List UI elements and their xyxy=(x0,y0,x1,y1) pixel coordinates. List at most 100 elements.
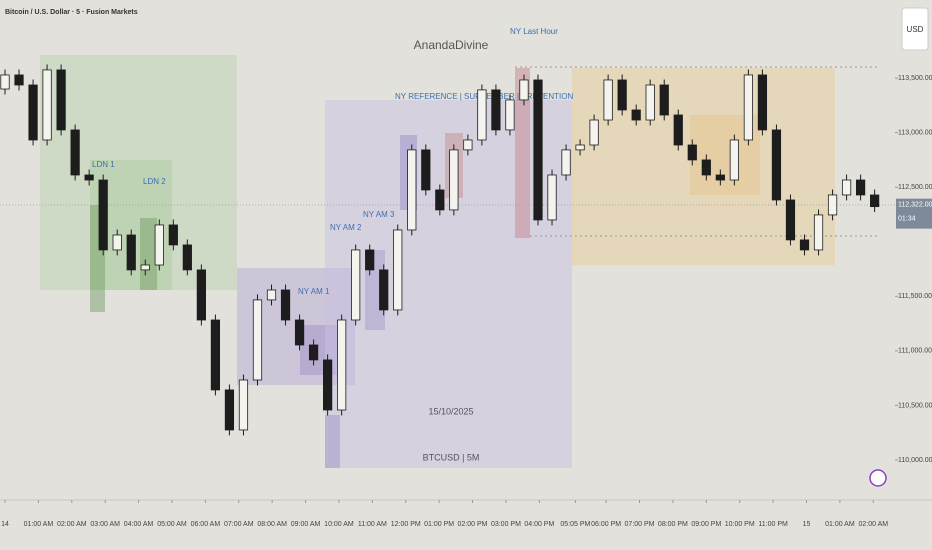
x-tick-label: 02:00 PM xyxy=(458,521,488,528)
x-tick-label: 12:00 PM xyxy=(391,521,421,528)
session-label: LDN 2 xyxy=(143,177,166,186)
candle-body xyxy=(294,319,305,346)
candle-body xyxy=(673,114,683,146)
candle-body xyxy=(687,144,697,161)
x-tick-label: 07:00 AM xyxy=(224,521,254,528)
x-tick-label: 10:00 PM xyxy=(725,521,755,528)
logo[interactable] xyxy=(869,469,887,487)
candle-body xyxy=(407,149,417,231)
candle-body xyxy=(28,84,38,141)
candle-body xyxy=(659,84,669,116)
x-tick-label: 01:00 AM xyxy=(24,521,54,528)
candle-body xyxy=(351,249,361,321)
x-tick-label: 10:00 AM xyxy=(324,521,354,528)
currency-button-label[interactable]: USD xyxy=(907,25,924,34)
y-tick-label: 113,500.00 xyxy=(898,75,932,82)
x-tick-label: 15 xyxy=(803,521,811,528)
x-tick-label: 01:00 AM xyxy=(825,521,855,528)
x-tick-label: 03:00 PM xyxy=(491,521,521,528)
candle-body xyxy=(729,139,739,181)
candle-body xyxy=(799,239,810,251)
candle-body xyxy=(196,269,206,321)
candle-body xyxy=(379,269,389,311)
candle-body xyxy=(365,249,375,271)
candle-body xyxy=(841,179,852,196)
y-tick-label: 112,500.00 xyxy=(898,184,932,191)
x-tick-label: 04:00 AM xyxy=(124,521,154,528)
candle-body xyxy=(323,359,333,411)
x-tick-label: 02:00 AM xyxy=(57,521,87,528)
ny-zone xyxy=(325,100,572,468)
candle-body xyxy=(393,229,403,311)
candle-body xyxy=(505,99,515,131)
candle-body xyxy=(56,69,66,131)
candle-body xyxy=(435,189,445,211)
candle-body xyxy=(547,174,557,221)
x-tick-label: 02:00 AM xyxy=(859,521,889,528)
candle-body xyxy=(42,69,52,141)
x-tick-label: 08:00 AM xyxy=(257,521,287,528)
x-tick-label: 03:00 AM xyxy=(90,521,120,528)
candle-body xyxy=(182,244,192,271)
session-label: NY Last Hour xyxy=(510,27,558,36)
x-tick-label: 08:00 PM xyxy=(658,521,688,528)
session-label: NY AM 3 xyxy=(363,210,395,219)
candle-body xyxy=(210,319,221,391)
candle-body xyxy=(603,79,613,121)
candle-body xyxy=(631,109,641,121)
candle-body xyxy=(140,264,150,271)
price-tag xyxy=(896,198,932,229)
candle-body xyxy=(449,149,459,211)
x-tick-label: 11:00 PM xyxy=(758,521,788,528)
x-tick-label: 07:00 PM xyxy=(625,521,655,528)
candle-body xyxy=(224,389,235,431)
candle-body xyxy=(168,224,178,246)
candle-body xyxy=(280,289,291,321)
candle-body xyxy=(252,299,263,381)
candle-body xyxy=(617,79,627,111)
candle-body xyxy=(463,139,473,151)
session-label: NY AM 1 xyxy=(298,287,330,296)
candle-body xyxy=(491,89,501,131)
candle-body xyxy=(421,149,431,191)
candle-body xyxy=(98,179,108,251)
x-tick-label: 05:00 AM xyxy=(157,521,187,528)
ny-box xyxy=(325,415,340,468)
candle-body xyxy=(84,174,94,181)
x-tick-label: 01:00 PM xyxy=(424,521,454,528)
candle-body xyxy=(112,234,122,251)
y-tick-label: 111,000.00 xyxy=(898,348,932,355)
candle-body xyxy=(337,319,347,411)
x-tick-label: 11:00 AM xyxy=(358,521,387,528)
london-box xyxy=(140,218,157,290)
candle-body xyxy=(701,159,711,176)
date-label: 15/10/2025 xyxy=(428,406,473,416)
candle-body xyxy=(477,89,487,141)
candle-body xyxy=(154,224,164,266)
x-tick-label: 06:00 AM xyxy=(191,521,221,528)
x-tick-label: 04:00 PM xyxy=(524,521,554,528)
candle-body xyxy=(870,194,880,208)
currency-button[interactable] xyxy=(901,7,929,51)
candle-body xyxy=(14,74,24,86)
candle-body xyxy=(308,344,319,361)
price-tag-label: 112,322.00 xyxy=(898,201,932,208)
x-tick-label: 05:05 PM xyxy=(560,521,590,528)
candle-body xyxy=(855,179,866,196)
x-tick-label: 09:00 AM xyxy=(291,521,321,528)
candle-body xyxy=(589,119,599,146)
candle-body xyxy=(645,84,655,121)
session-label: NY AM 2 xyxy=(330,223,362,232)
candle-body xyxy=(785,199,796,241)
candle-body xyxy=(238,379,249,431)
x-tick-label: 09:00 PM xyxy=(691,521,721,528)
y-tick-label: 113,000.00 xyxy=(898,130,932,137)
candle-body xyxy=(757,74,768,131)
symbol-title: Bitcoin / U.S. Dollar · 5 · Fusion Marke… xyxy=(5,9,138,16)
candle-body xyxy=(827,194,838,216)
x-tick-label: 06:00 PM xyxy=(591,521,621,528)
pair-label: BTCUSD | 5M xyxy=(423,452,480,462)
session-label: LDN 1 xyxy=(92,160,115,169)
candle-body xyxy=(70,129,80,176)
